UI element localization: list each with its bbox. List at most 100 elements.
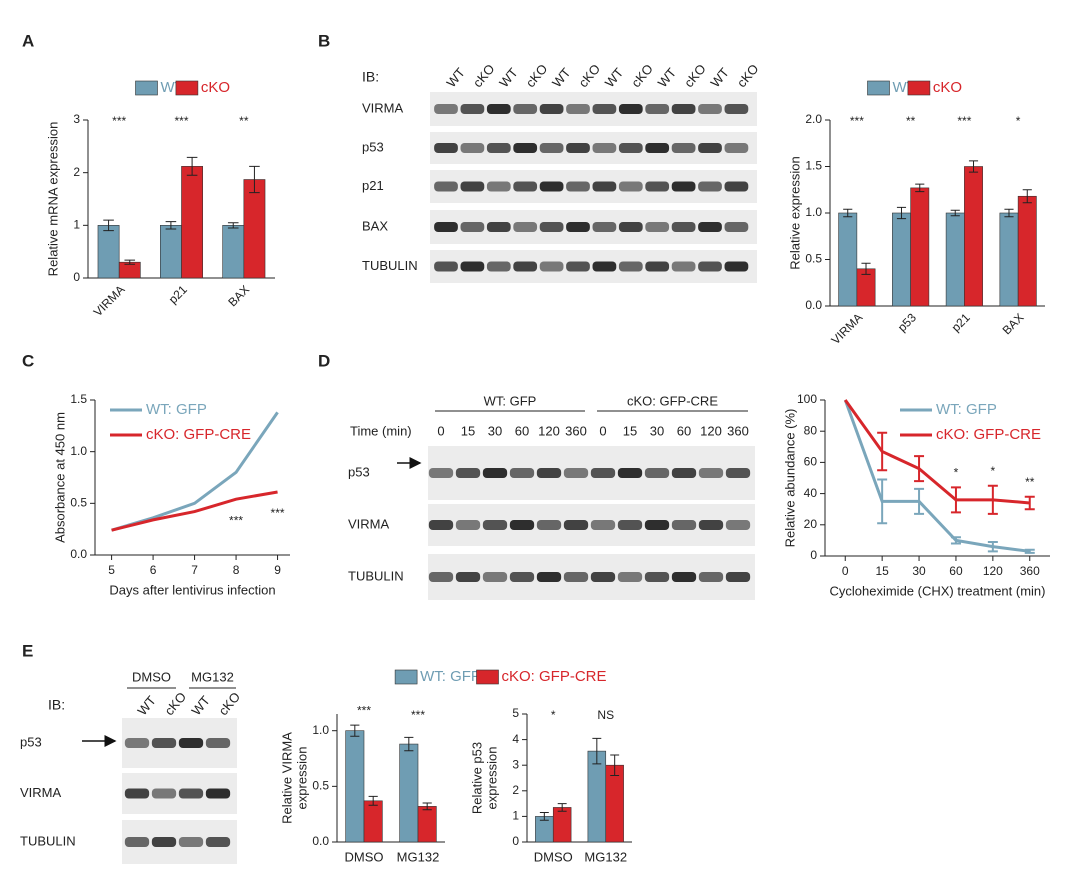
significance: * [954,466,959,480]
blot-band [428,520,454,530]
y-tick-label: 1.0 [805,205,822,219]
bar [243,179,266,279]
y-tick-label: 0.5 [312,779,329,793]
blot-band [671,572,697,582]
ib-label: IB: [362,69,379,85]
lane-label: cKO [628,61,656,90]
x-tick-label: 0 [842,564,849,578]
blot-band [536,572,562,582]
blot-band [617,572,643,582]
lane-label: WT [443,65,468,90]
significance: *** [271,506,285,520]
blot-band [513,143,538,153]
lane-label: 30 [488,423,502,438]
blot-band [698,468,724,478]
y-axis-label: expression [294,747,309,810]
lane-label: WT [707,65,732,90]
legend-label: WT: GFP [936,401,997,418]
panel-label: E [22,641,33,660]
error-bar [915,183,925,193]
error-bar [186,156,198,176]
x-axis-label: Days after lentivirus infection [109,582,275,597]
significance: *** [174,114,188,128]
x-tick-label: 120 [983,564,1003,578]
blot-band [592,181,617,192]
row-label: TUBULIN [20,833,76,848]
blot-band [486,181,511,192]
row-label: BAX [362,218,388,233]
significance: NS [597,708,614,722]
blot-band [482,520,508,530]
bar [222,225,245,279]
lane-label: WT [549,65,574,90]
error-bar [368,795,378,806]
blot-band [460,261,485,272]
blot-band [698,181,722,192]
y-axis-label: Relative mRNA expression [45,122,60,277]
blot-band [482,572,508,582]
blot-band [124,738,150,748]
error-bar [1024,548,1035,554]
blot-band [617,520,643,530]
blot-band [460,104,485,114]
blot-band [566,104,590,114]
significance: *** [357,703,371,717]
error-bar [1022,189,1032,204]
blot-band [724,181,749,192]
panel-label: B [318,31,330,50]
legend-label: cKO [201,79,230,96]
error-bar [165,221,177,230]
row-label: p21 [362,178,384,193]
error-bar [539,812,549,821]
error-bar [968,160,979,173]
blot-band [539,143,564,153]
blot-band [455,572,481,582]
legend-label: cKO: GFP-CRE [146,426,251,443]
blot-band [590,468,616,478]
bar [587,750,607,843]
x-tick-label: 360 [1020,564,1040,578]
blot-band [539,181,564,192]
x-tick-label: BAX [1000,310,1027,337]
error-bar [1004,208,1014,218]
blot-band [486,143,511,153]
bar [97,225,120,279]
x-tick-label: 8 [233,563,240,577]
blot-band [590,520,616,530]
error-bar [103,219,114,232]
row-label: p53 [348,464,370,479]
y-axis-label: Relative VIRMA [279,732,294,824]
blot-band [671,261,696,272]
lane-label: 0 [437,423,444,438]
line [111,490,278,532]
y-axis-label: Relative expression [787,156,802,269]
blot-band [486,104,511,114]
blot-band [671,104,696,114]
significance: * [551,708,556,722]
lane-label: 360 [565,423,587,438]
bar [910,187,930,307]
blot-band [434,104,458,114]
legend-label: cKO: GFP-CRE [502,668,607,685]
row-label: TUBULIN [348,568,404,583]
error-bar [877,431,888,472]
blot-band [460,222,485,232]
blot-band [618,104,643,114]
blot-band [644,572,670,582]
bar [1017,195,1037,307]
y-tick-label: 60 [804,455,818,469]
blot-band [645,181,670,192]
blot-band [644,520,670,530]
x-tick-label: 9 [274,563,281,577]
y-tick-label: 5 [512,706,519,720]
time-label: Time (min) [350,423,412,438]
blot-band [645,143,670,153]
lane-label: 120 [700,423,722,438]
y-tick-label: 3 [512,757,519,771]
y-tick-label: 0.5 [805,252,822,266]
x-tick-label: p21 [166,282,190,306]
blot-band [725,520,751,530]
error-bar [914,487,925,515]
blot-band [460,181,485,192]
